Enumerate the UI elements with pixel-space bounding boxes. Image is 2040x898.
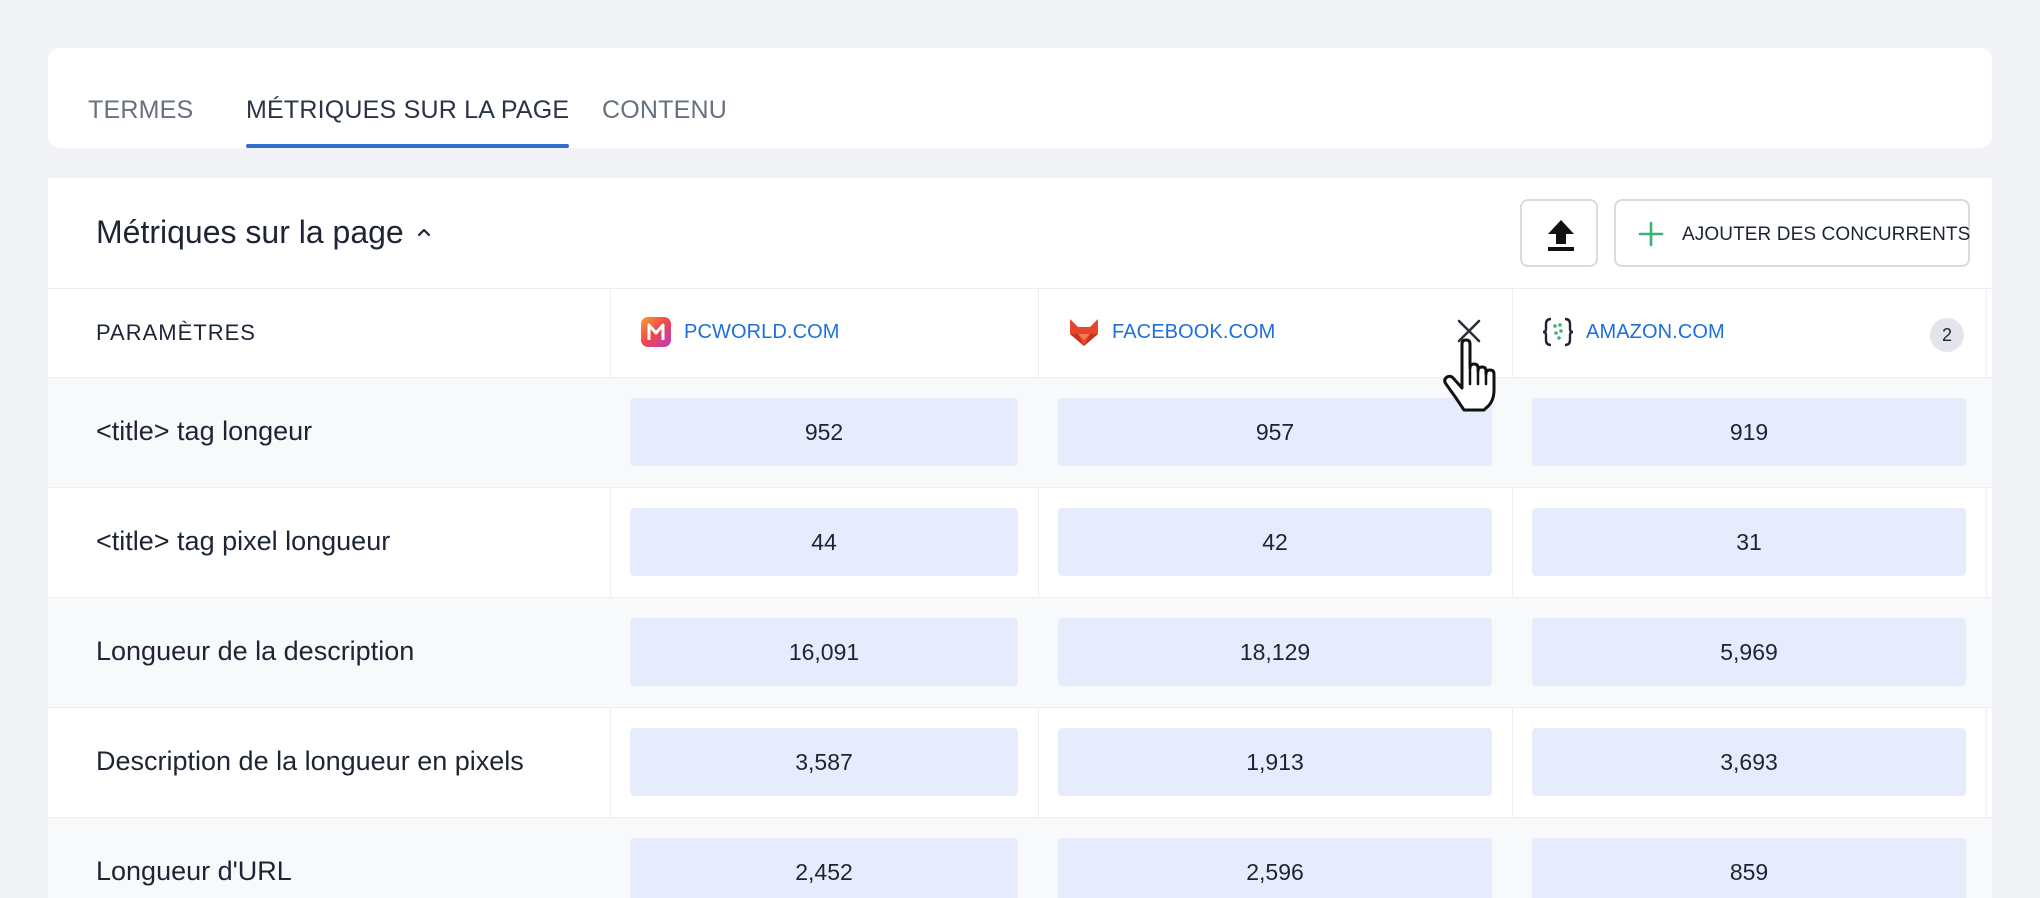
competitor-name: PCWORLD.COM bbox=[684, 321, 840, 343]
column-divider bbox=[610, 288, 611, 898]
plus-icon bbox=[1638, 221, 1664, 247]
fox-logo-icon bbox=[1070, 319, 1098, 346]
value-cell: 5,969 bbox=[1532, 618, 1966, 686]
value-cell: 44 bbox=[630, 508, 1018, 576]
competitor-name: AMAZON.COM bbox=[1586, 321, 1725, 343]
value-cell: 952 bbox=[630, 398, 1018, 466]
table-row: <title> tag longeur 952 957 919 bbox=[48, 378, 1992, 488]
value-cell: 957 bbox=[1058, 398, 1492, 466]
chevron-up-icon[interactable] bbox=[414, 222, 434, 242]
row-label: Description de la longueur en pixels bbox=[96, 746, 524, 776]
value-cell: 2,452 bbox=[630, 838, 1018, 898]
tab-terms[interactable]: TERMES bbox=[88, 96, 194, 124]
column-divider bbox=[1986, 288, 1987, 898]
metrics-panel: Métriques sur la page AJOUTER DES CONCUR… bbox=[48, 178, 1992, 898]
value-cell: 31 bbox=[1532, 508, 1966, 576]
row-label: <title> tag longeur bbox=[96, 416, 313, 446]
add-competitors-button[interactable]: AJOUTER DES CONCURRENTS bbox=[1614, 199, 1970, 267]
value-cell: 42 bbox=[1058, 508, 1492, 576]
braces-logo-icon bbox=[1542, 317, 1574, 347]
value-cell: 1,913 bbox=[1058, 728, 1492, 796]
table-row: Longueur d'URL 2,452 2,596 859 bbox=[48, 818, 1992, 898]
column-divider bbox=[1038, 288, 1039, 898]
value-cell: 2,596 bbox=[1058, 838, 1492, 898]
table-header-row: PARAMÈTRES PCWORLD.COM bbox=[48, 288, 1992, 378]
section-title: Métriques sur la page bbox=[96, 214, 404, 250]
upload-icon bbox=[1548, 220, 1574, 251]
value-cell: 18,129 bbox=[1058, 618, 1492, 686]
competitor-name: FACEBOOK.COM bbox=[1112, 321, 1276, 343]
row-label: Longueur de la description bbox=[96, 636, 415, 666]
table-row: <title> tag pixel longueur 44 42 31 bbox=[48, 488, 1992, 598]
value-cell: 3,693 bbox=[1532, 728, 1966, 796]
add-competitors-label: AJOUTER DES CONCURRENTS bbox=[1682, 224, 1971, 245]
pcworld-logo-icon bbox=[641, 317, 671, 347]
upload-button[interactable] bbox=[1520, 199, 1598, 267]
table-row: Longueur de la description 16,091 18,129… bbox=[48, 598, 1992, 708]
tabs-bar: TERMES MÉTRIQUES SUR LA PAGE CONTENU bbox=[48, 48, 1992, 148]
close-icon[interactable] bbox=[1456, 318, 1482, 344]
value-cell: 859 bbox=[1532, 838, 1966, 898]
tab-on-page-metrics[interactable]: MÉTRIQUES SUR LA PAGE bbox=[246, 96, 570, 148]
column-divider bbox=[1512, 288, 1513, 898]
tab-content[interactable]: CONTENU bbox=[602, 96, 728, 124]
value-cell: 16,091 bbox=[630, 618, 1018, 686]
value-cell: 919 bbox=[1532, 398, 1966, 466]
table-row: Description de la longueur en pixels 3,5… bbox=[48, 708, 1992, 818]
section-header: Métriques sur la page AJOUTER DES CONCUR… bbox=[48, 178, 1992, 289]
value-cell: 3,587 bbox=[630, 728, 1018, 796]
row-label: Longueur d'URL bbox=[96, 856, 292, 886]
parameters-header: PARAMÈTRES bbox=[96, 320, 256, 345]
count-badge: 2 bbox=[1930, 318, 1964, 352]
row-label: <title> tag pixel longueur bbox=[96, 526, 391, 556]
